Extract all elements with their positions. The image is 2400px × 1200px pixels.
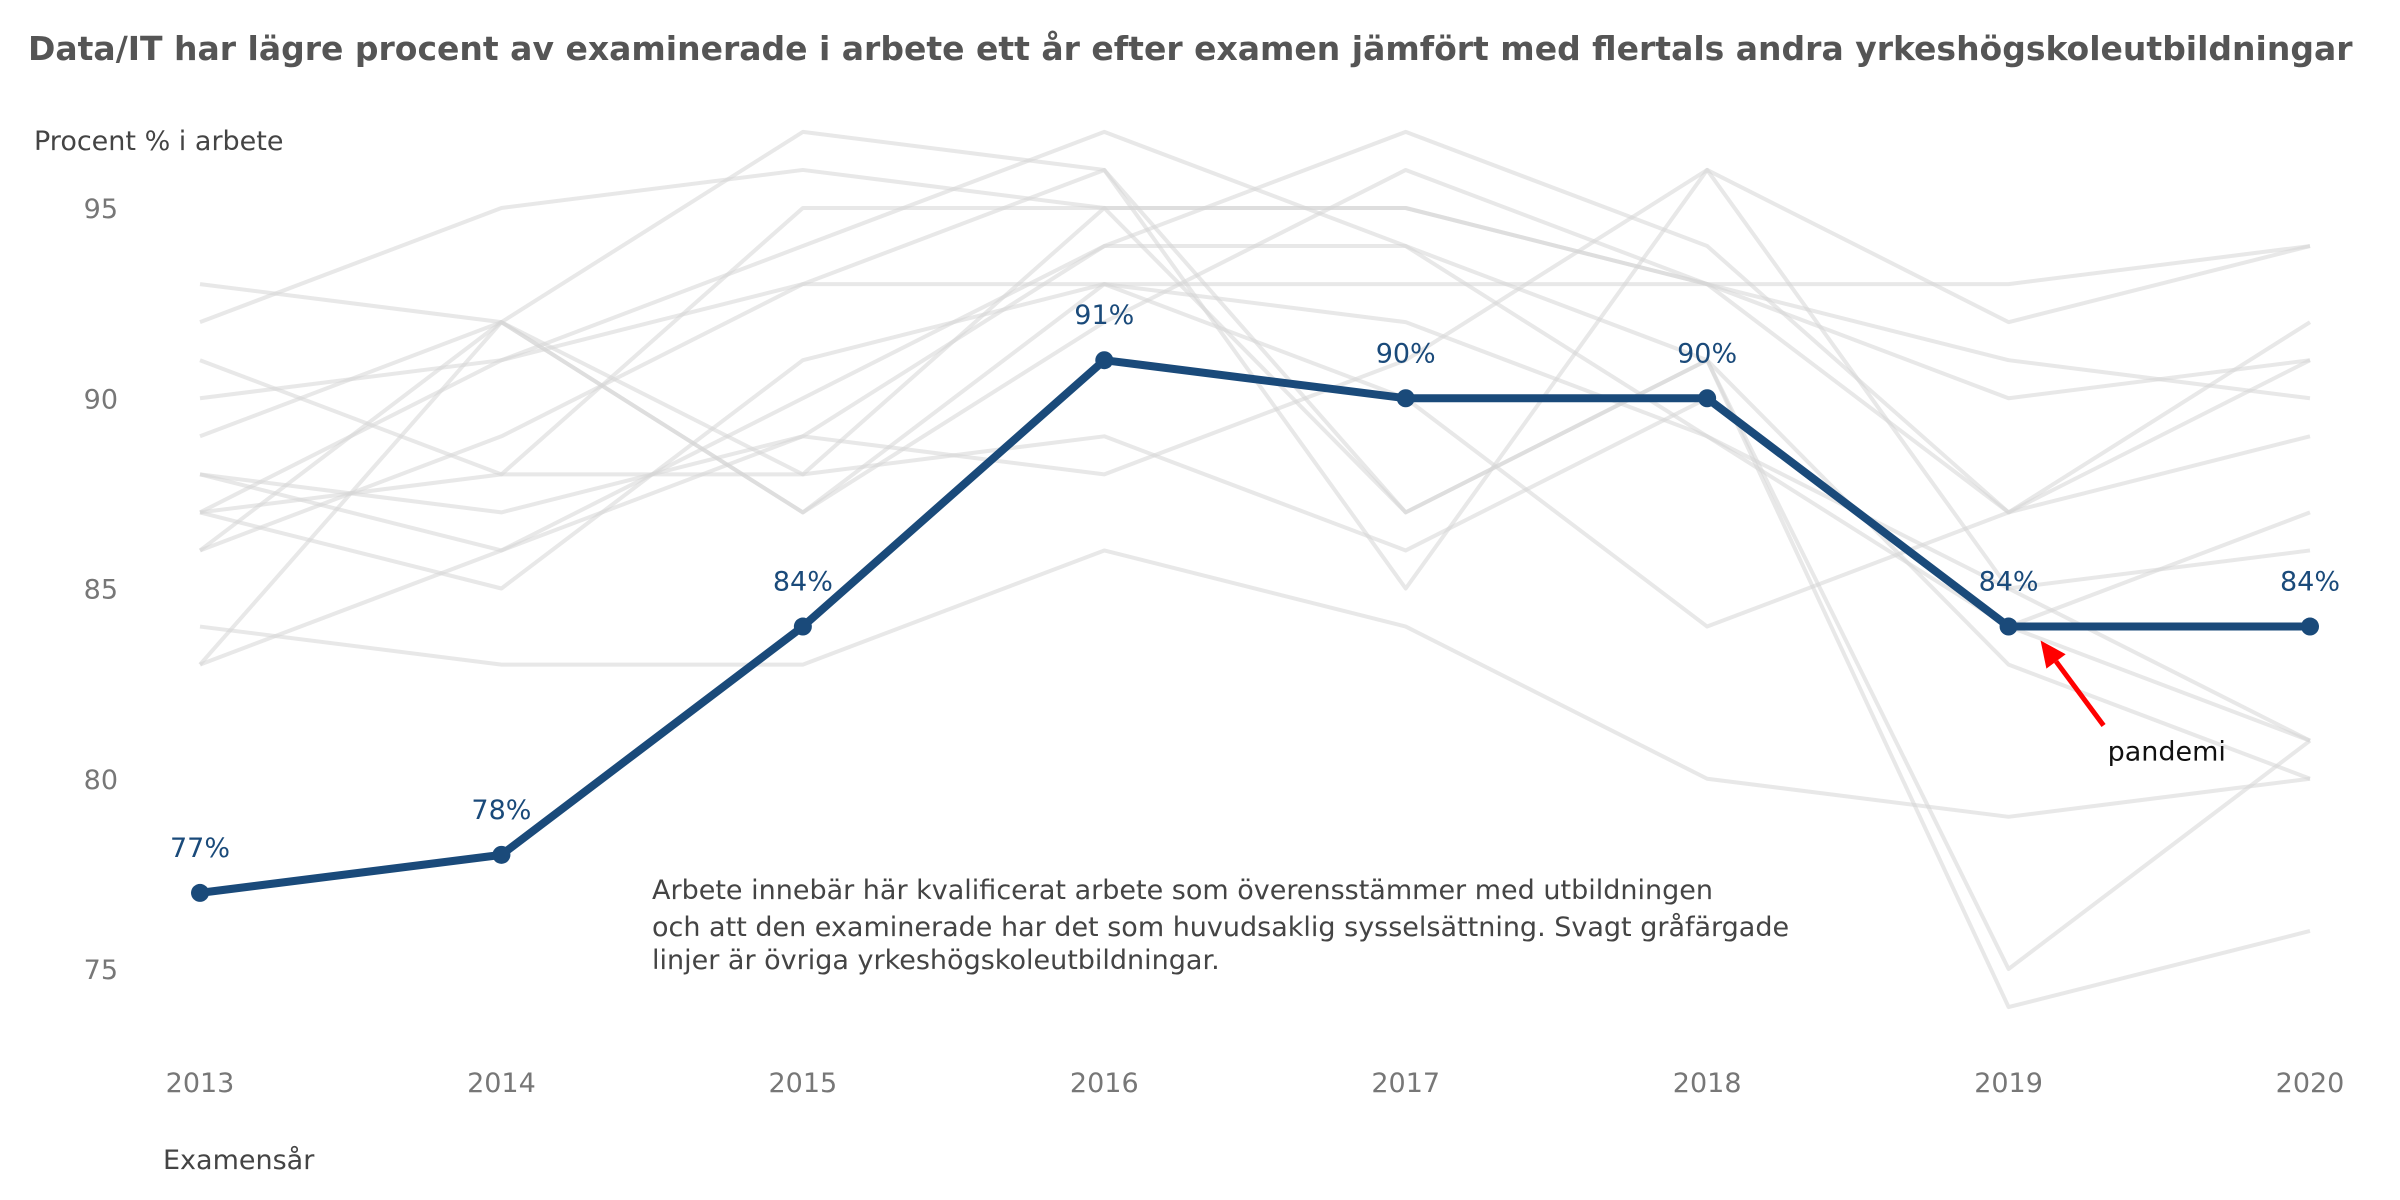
note-line-1: Arbete innebär här kvalificerat arbete s… (652, 875, 1713, 906)
pandemic-annotation: pandemi (2040, 640, 2226, 768)
background-line-14 (199, 167, 2311, 743)
data-label-2020: 84% (2280, 567, 2340, 598)
data-label-2016: 91% (1074, 300, 1134, 331)
highlight-point-2016 (1095, 351, 1114, 370)
background-line-11 (198, 167, 2311, 553)
y-tick-label-95: 95 (84, 194, 118, 225)
background-line-9 (199, 548, 2311, 819)
y-tick-label-90: 90 (84, 384, 118, 415)
highlight-point-2013 (191, 883, 209, 902)
highlight-point-2019 (1999, 617, 2018, 636)
y-tick-label-75: 75 (84, 955, 118, 986)
x-tick-label-2017: 2017 (1371, 1068, 1440, 1099)
highlight-point-2017 (1396, 389, 1415, 408)
data-label-2013: 77% (170, 833, 230, 864)
annotation-arrowhead (2040, 640, 2066, 669)
data-label-2014: 78% (471, 795, 531, 826)
highlight-point-2015 (793, 617, 812, 636)
y-tick-label-80: 80 (84, 765, 118, 796)
highlight-point-2020 (2301, 617, 2319, 636)
highlight-point-2018 (1698, 389, 1717, 408)
data-label-2017: 90% (1376, 338, 1436, 369)
y-tick-label-85: 85 (84, 575, 118, 606)
background-line-4 (199, 129, 2311, 781)
chart-title: Data/IT har lägre procent av examinerade… (28, 29, 2353, 68)
annotation-arrow (2054, 659, 2106, 728)
data-label-2019: 84% (1979, 567, 2039, 598)
data-label-2015: 84% (773, 567, 833, 598)
x-axis-ticks: 2013 2014 2015 2016 2017 2018 2019 2020 (166, 1068, 2345, 1099)
annotation-text: pandemi (2108, 737, 2226, 768)
background-series-group (198, 129, 2312, 1010)
note-line-3: linjer är övriga yrkeshögskoleutbildning… (652, 945, 1220, 976)
data-label-2018: 90% (1677, 338, 1737, 369)
x-tick-label-2020: 2020 (2276, 1068, 2345, 1099)
note-line-2: och att den examinerade har det som huvu… (652, 912, 1789, 943)
y-axis-title: Procent % i arbete (34, 126, 284, 157)
x-axis-title: Examensår (163, 1145, 315, 1176)
highlight-line (196, 356, 2314, 897)
y-axis-ticks: 75 80 85 90 95 (84, 194, 118, 986)
data-labels-group: 77% 78% 84% 91% 90% 90% 84% 84% (170, 300, 2340, 864)
highlight-point-2014 (492, 845, 511, 864)
x-tick-label-2014: 2014 (467, 1068, 536, 1099)
x-tick-label-2013: 2013 (166, 1068, 235, 1099)
background-line-12 (199, 129, 2312, 667)
background-line-15 (199, 167, 2312, 971)
background-line-7 (199, 206, 2311, 515)
note-text: Arbete innebär här kvalificerat arbete s… (652, 875, 1798, 976)
x-tick-label-2018: 2018 (1673, 1068, 1742, 1099)
x-tick-label-2016: 2016 (1070, 1068, 1139, 1099)
x-tick-label-2015: 2015 (768, 1068, 837, 1099)
x-tick-label-2019: 2019 (1974, 1068, 2043, 1099)
background-line-8 (199, 282, 2311, 591)
highlight-series-group (191, 351, 2319, 902)
